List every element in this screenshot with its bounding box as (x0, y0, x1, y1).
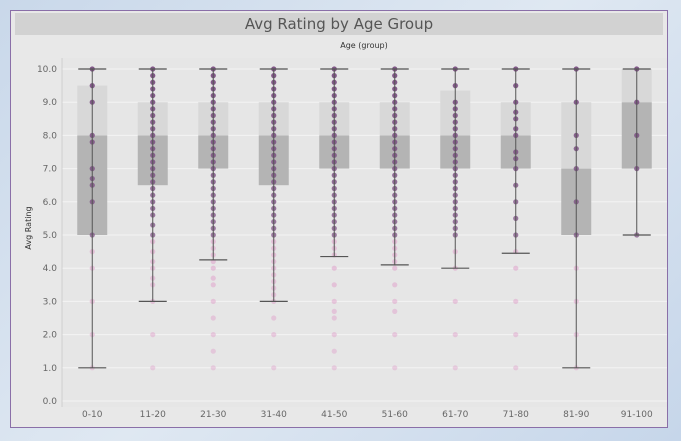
data-point (271, 332, 277, 338)
x-tick-labels: 0-10 11-20 21-30 31-40 41-50 51-60 61-70 71-80 8… (82, 410, 653, 420)
data-point (271, 315, 277, 321)
data-point (392, 332, 398, 338)
whiskers (78, 68, 651, 369)
data-point (452, 365, 458, 371)
y-tick-label: 2.0 (43, 331, 58, 341)
x-tick-label: 71-80 (503, 410, 529, 420)
y-tick-label: 1.0 (43, 364, 58, 374)
data-point (331, 315, 337, 321)
data-point (452, 298, 458, 304)
y-tick-labels: 0.0 1.0 2.0 3.0 4.0 5.0 6.0 7.0 8.0 9.0 10.0 (37, 65, 57, 407)
data-point (513, 332, 519, 338)
data-point (331, 332, 337, 338)
data-point (271, 365, 277, 371)
data-point (392, 308, 398, 314)
x-tick-label: 61-70 (442, 410, 468, 420)
data-point (392, 265, 398, 271)
data-point (210, 315, 216, 321)
x-tick-label: 31-40 (261, 410, 287, 420)
data-point (150, 365, 156, 371)
data-point (331, 298, 337, 304)
x-tick-label: 91-100 (621, 410, 653, 420)
y-tick-label: 7.0 (43, 165, 58, 175)
data-point (210, 365, 216, 371)
x-tick-label: 51-60 (382, 410, 408, 420)
y-tick-label: 9.0 (43, 98, 58, 108)
data-point (210, 265, 216, 271)
data-point (210, 282, 216, 288)
column-header: Age (group) (340, 41, 388, 50)
data-point (210, 275, 216, 281)
x-tick-label: 81-90 (563, 410, 589, 420)
x-tick-label: 21-30 (200, 410, 226, 420)
data-point (392, 365, 398, 371)
data-point (513, 365, 519, 371)
y-tick-label: 3.0 (43, 297, 58, 307)
y-axis-title: Avg Rating (24, 206, 33, 249)
chart-title: Avg Rating by Age Group (15, 13, 663, 35)
data-point (210, 348, 216, 354)
y-tick-label: 4.0 (43, 264, 58, 274)
data-point (392, 298, 398, 304)
y-tick-label: 10.0 (37, 65, 57, 75)
data-point (331, 308, 337, 314)
y-tick-label: 5.0 (43, 231, 58, 241)
x-tick-label: 0-10 (82, 410, 103, 420)
data-point (210, 298, 216, 304)
data-point (150, 332, 156, 338)
y-tick-label: 8.0 (43, 131, 58, 141)
y-tick-label: 6.0 (43, 198, 58, 208)
data-point (392, 282, 398, 288)
data-point (513, 298, 519, 304)
data-point (331, 265, 337, 271)
y-tick-label: 0.0 (43, 397, 58, 407)
data-point (331, 282, 337, 288)
data-point (331, 348, 337, 354)
x-tick-label: 41-50 (321, 410, 347, 420)
data-point (331, 365, 337, 371)
data-point (210, 332, 216, 338)
data-point (513, 265, 519, 271)
x-tick-label: 11-20 (140, 410, 166, 420)
data-point (452, 332, 458, 338)
